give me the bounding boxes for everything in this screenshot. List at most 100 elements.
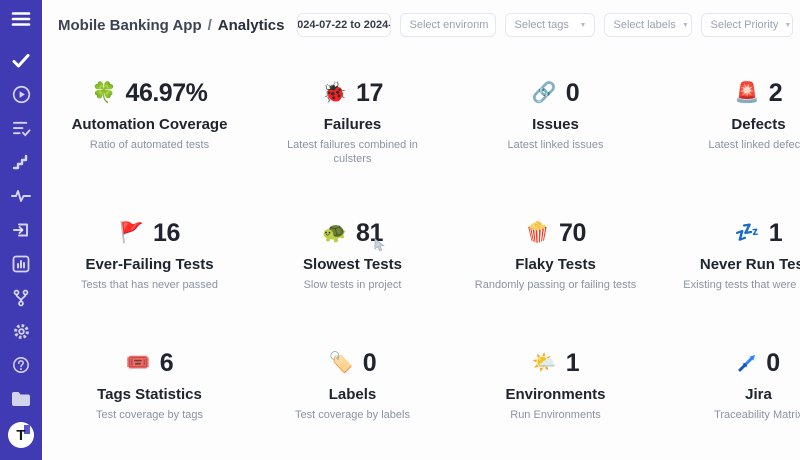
metric-header: 🐢 81: [322, 218, 383, 248]
metric-value: 46.97%: [125, 78, 208, 107]
metric-value: 16: [153, 218, 180, 247]
steps-icon[interactable]: [9, 151, 33, 173]
metric-title: Automation Coverage: [71, 116, 228, 133]
metric-header: 🔗 0: [531, 78, 580, 108]
metric-card-ever-failing-tests[interactable]: 🚩 16 Ever-Failing Tests Tests that has n…: [48, 212, 251, 342]
metric-card-environments[interactable]: 🌤️ 1 Environments Run Environments: [454, 342, 657, 460]
metric-title: Slowest Tests: [303, 256, 402, 273]
metric-title: Labels: [328, 386, 377, 403]
breadcrumb: Mobile Banking App / Analytics: [58, 17, 284, 34]
branch-icon[interactable]: [9, 287, 33, 309]
metric-subtitle: Test coverage by labels: [295, 409, 410, 421]
import-icon[interactable]: [9, 219, 33, 241]
metric-header: 🍿 70: [525, 218, 586, 248]
metric-card-failures[interactable]: 🐞 17 Failures Latest failures combined i…: [251, 72, 454, 212]
breadcrumb-page: Analytics: [217, 16, 285, 34]
help-icon[interactable]: [9, 354, 33, 376]
chevron-down-icon: ▼: [579, 21, 587, 29]
metric-value: 6: [159, 348, 174, 377]
metric-header: 🌤️ 1: [531, 348, 580, 378]
red-flag-icon: 🚩: [119, 222, 145, 244]
pulse-icon[interactable]: [9, 185, 33, 207]
logo-accent: [24, 425, 30, 435]
metric-header: 🚨 2: [734, 78, 783, 108]
tags-filter-label: Select tags: [514, 19, 569, 31]
header: Mobile Banking App / Analytics 2024-07-2…: [42, 0, 800, 50]
turtle-icon: 🐢: [322, 222, 348, 244]
date-range-picker[interactable]: 2024-07-22 to 2024-0: [297, 13, 392, 37]
metric-title: Issues: [532, 116, 579, 133]
metric-card-labels[interactable]: 🏷️ 0 Labels Test coverage by labels: [251, 342, 454, 460]
metric-value: 0: [565, 78, 580, 107]
metric-subtitle: Traceability Matrix: [714, 409, 800, 421]
metric-header: 🏷️ 0: [328, 348, 377, 378]
popcorn-icon: 🍿: [525, 222, 551, 244]
main-content: Mobile Banking App / Analytics 2024-07-2…: [42, 0, 800, 460]
breadcrumb-project[interactable]: Mobile Banking App: [58, 16, 202, 34]
priority-filter[interactable]: Select Priority ▼: [701, 13, 794, 37]
metric-title: Environments: [505, 386, 606, 403]
sidebar: T: [0, 0, 42, 460]
app-logo[interactable]: T: [8, 422, 34, 448]
chevron-down-icon: ▼: [494, 22, 495, 29]
metric-value: 1: [565, 348, 580, 377]
alarm-light-icon: 🚨: [734, 82, 760, 104]
metric-subtitle: Run Environments: [510, 409, 601, 421]
folder-icon[interactable]: [9, 388, 33, 410]
metric-card-never-run-tests[interactable]: 💤 1 Never Run Tests Existing tests that …: [657, 212, 800, 342]
metric-card-flaky-tests[interactable]: 🍿 70 Flaky Tests Randomly passing or fai…: [454, 212, 657, 342]
metric-title: Jira: [745, 386, 772, 403]
metric-subtitle: Test coverage by tags: [95, 409, 203, 421]
metric-card-defects[interactable]: 🚨 2 Defects Latest linked defects: [657, 72, 800, 212]
breadcrumb-separator: /: [207, 16, 212, 34]
menu-icon[interactable]: [9, 8, 33, 30]
clover-icon: 🍀: [91, 82, 117, 104]
logo-letter: T: [16, 426, 26, 444]
metric-subtitle: Slow tests in project: [303, 279, 402, 291]
metric-header: 🎟️ 6: [125, 348, 174, 378]
environment-filter[interactable]: Select environm ▼: [400, 13, 497, 37]
tags-filter[interactable]: Select tags ▼: [505, 13, 596, 37]
metric-header: 0: [737, 348, 780, 378]
metric-value: 2: [768, 78, 783, 107]
chevron-down-icon: ▼: [681, 21, 689, 29]
list-check-icon[interactable]: [9, 118, 33, 140]
priority-filter-label: Select Priority: [710, 19, 779, 31]
metric-value: 81: [356, 218, 383, 247]
metric-value: 1: [768, 218, 783, 247]
metric-card-jira[interactable]: 0 Jira Traceability Matrix: [657, 342, 800, 460]
metrics-grid: 🍀 46.97% Automation Coverage Ratio of au…: [42, 50, 800, 460]
metric-header: 🐞 17: [322, 78, 383, 108]
jira-icon: [738, 355, 756, 372]
metric-title: Ever-Failing Tests: [85, 256, 214, 273]
ticket-icon: 🎟️: [125, 352, 151, 374]
labels-filter[interactable]: Select labels ▼: [604, 13, 693, 37]
check-icon[interactable]: [9, 50, 33, 72]
label-icon: 🏷️: [328, 352, 354, 374]
metric-title: Tags Statistics: [97, 386, 202, 403]
metric-subtitle: Randomly passing or failing tests: [474, 279, 637, 291]
metric-card-tags-statistics[interactable]: 🎟️ 6 Tags Statistics Test coverage by ta…: [48, 342, 251, 460]
labels-filter-label: Select labels: [613, 19, 676, 31]
link-icon: 🔗: [531, 82, 557, 104]
metric-subtitle: Latest linked issues: [507, 139, 604, 151]
metric-subtitle: Latest failures combined in culsters: [287, 139, 418, 166]
metric-subtitle: Ratio of automated tests: [89, 139, 210, 151]
metric-card-automation-coverage[interactable]: 🍀 46.97% Automation Coverage Ratio of au…: [48, 72, 251, 212]
play-circle-icon[interactable]: [9, 84, 33, 106]
metric-value: 70: [559, 218, 586, 247]
metric-header: 💤 1: [734, 218, 783, 248]
gear-icon[interactable]: [9, 321, 33, 343]
metric-subtitle: Tests that has never passed: [81, 279, 218, 291]
sun-cloud-icon: 🌤️: [531, 352, 557, 374]
metric-value: 17: [356, 78, 383, 107]
metric-card-slowest-tests[interactable]: 🐢 81 Slowest Tests Slow tests in project: [251, 212, 454, 342]
metric-subtitle: Latest linked defects: [708, 139, 800, 151]
bar-chart-icon[interactable]: [9, 253, 33, 275]
ladybug-icon: 🐞: [322, 82, 348, 104]
metric-value: 0: [362, 348, 377, 377]
metric-title: Failures: [323, 116, 382, 133]
zzz-icon: 💤: [734, 222, 760, 244]
metric-header: 🍀 46.97%: [92, 78, 208, 108]
metric-card-issues[interactable]: 🔗 0 Issues Latest linked issues: [454, 72, 657, 212]
